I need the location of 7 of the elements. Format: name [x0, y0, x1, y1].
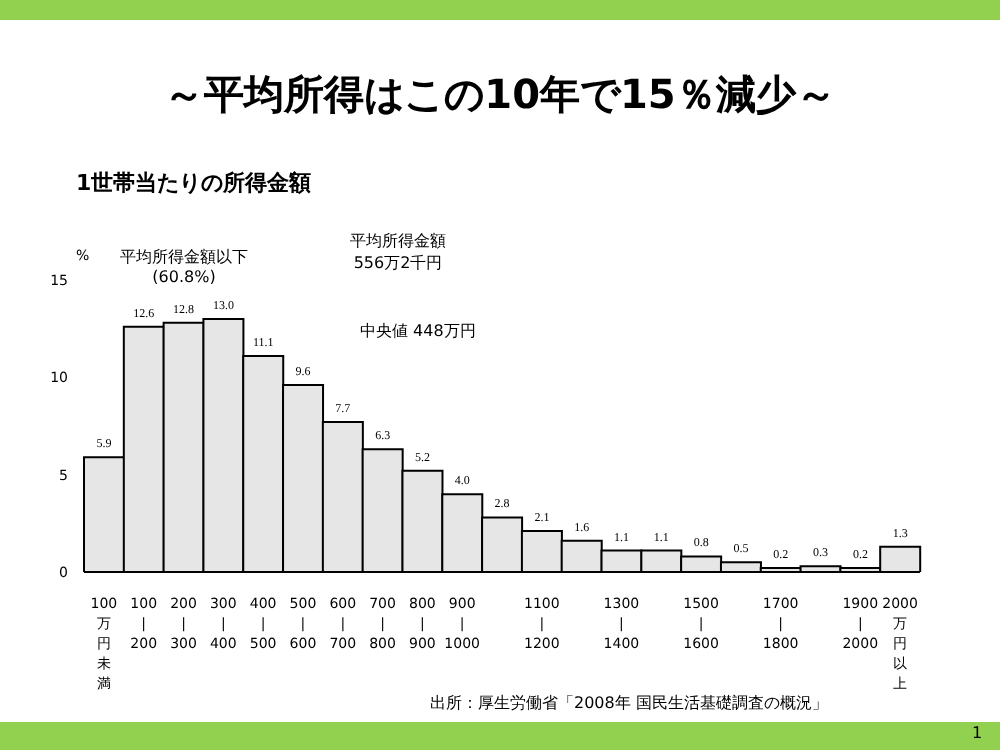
text: 1 [972, 724, 983, 742]
text: 平均所得金額 556万2千円 [350, 230, 446, 274]
annotation: 平均所得金額以下 (60.8%) [120, 246, 248, 286]
annotation: 中央値 448万円 [360, 320, 476, 342]
chart-title: ～平均所得はこの10年で15％減少～ [162, 68, 838, 122]
chart-subtitle: 1世帯当たりの所得金額 [76, 168, 312, 198]
text: 出所：厚生労働省「2008年 国民生活基礎調査の概況」 [430, 692, 828, 714]
